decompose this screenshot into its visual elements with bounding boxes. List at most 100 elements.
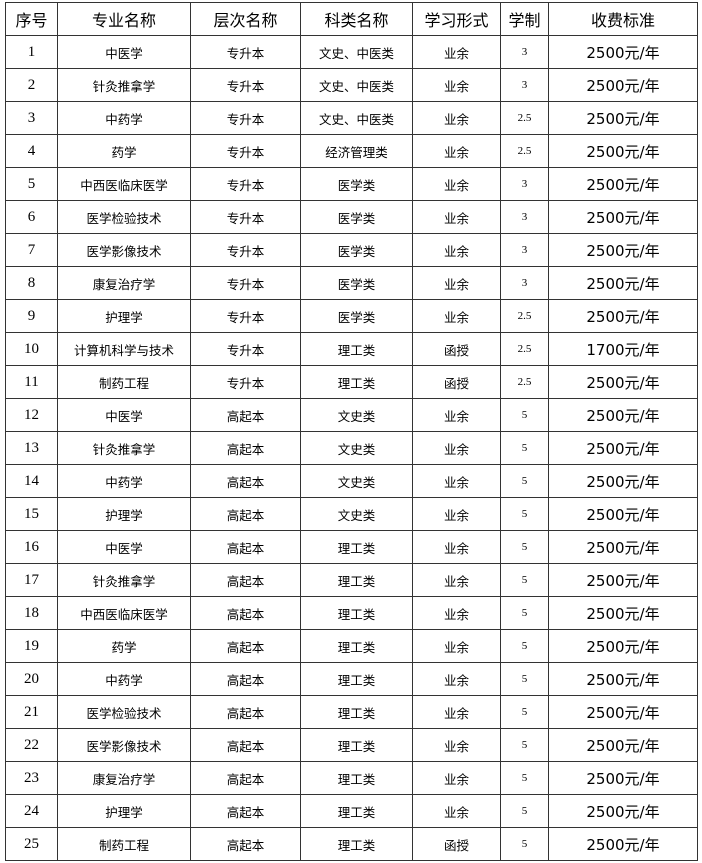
table-row: 11 制药工程 专升本 理工类 函授 2.5 2500元/年 xyxy=(5,365,698,399)
table-cell: 理工类 xyxy=(300,728,413,762)
table-cell: 理工类 xyxy=(300,332,413,366)
table-cell: 2500元/年 xyxy=(548,398,698,432)
table-cell: 5 xyxy=(500,464,549,498)
table-cell: 5 xyxy=(500,398,549,432)
table-cell: 业余 xyxy=(412,563,501,597)
table-row: 23 康复治疗学 高起本 理工类 业余 5 2500元/年 xyxy=(5,761,698,795)
table-cell: 2 xyxy=(5,68,58,102)
table-cell: 专升本 xyxy=(190,101,301,135)
header-cell: 层次名称 xyxy=(190,2,301,36)
table-cell: 中医学 xyxy=(57,530,191,564)
table-cell: 中药学 xyxy=(57,101,191,135)
table-cell: 3 xyxy=(500,167,549,201)
table-cell: 高起本 xyxy=(190,629,301,663)
table-cell: 业余 xyxy=(412,68,501,102)
table-cell: 6 xyxy=(5,200,58,234)
table-cell: 医学影像技术 xyxy=(57,233,191,267)
table-cell: 17 xyxy=(5,563,58,597)
table-cell: 制药工程 xyxy=(57,827,191,861)
table-cell: 5 xyxy=(500,596,549,630)
table-cell: 2.5 xyxy=(500,134,549,168)
table-cell: 专升本 xyxy=(190,233,301,267)
table-cell: 函授 xyxy=(412,332,501,366)
table-cell: 文史类 xyxy=(300,431,413,465)
table-cell: 高起本 xyxy=(190,596,301,630)
table-cell: 业余 xyxy=(412,794,501,828)
table-cell: 3 xyxy=(500,233,549,267)
table-cell: 理工类 xyxy=(300,761,413,795)
table-cell: 2.5 xyxy=(500,299,549,333)
table-row: 12 中医学 高起本 文史类 业余 5 2500元/年 xyxy=(5,398,698,432)
table-cell: 2500元/年 xyxy=(548,827,698,861)
table-cell: 函授 xyxy=(412,365,501,399)
table-cell: 专升本 xyxy=(190,266,301,300)
table-cell: 高起本 xyxy=(190,662,301,696)
table-cell: 1 xyxy=(5,35,58,69)
table-cell: 2500元/年 xyxy=(548,530,698,564)
table-cell: 10 xyxy=(5,332,58,366)
table-cell: 业余 xyxy=(412,662,501,696)
table-cell: 专升本 xyxy=(190,365,301,399)
table-cell: 医学检验技术 xyxy=(57,695,191,729)
table-cell: 3 xyxy=(500,200,549,234)
table-cell: 15 xyxy=(5,497,58,531)
table-cell: 高起本 xyxy=(190,398,301,432)
table-row: 6 医学检验技术 专升本 医学类 业余 3 2500元/年 xyxy=(5,200,698,234)
table-cell: 3 xyxy=(500,35,549,69)
table-cell: 业余 xyxy=(412,431,501,465)
table-row: 2 针灸推拿学 专升本 文史、中医类 业余 3 2500元/年 xyxy=(5,68,698,102)
table-cell: 2500元/年 xyxy=(548,266,698,300)
table-cell: 业余 xyxy=(412,728,501,762)
table-cell: 高起本 xyxy=(190,794,301,828)
table-cell: 理工类 xyxy=(300,695,413,729)
table-cell: 4 xyxy=(5,134,58,168)
table-cell: 业余 xyxy=(412,497,501,531)
table-cell: 专升本 xyxy=(190,68,301,102)
table-cell: 护理学 xyxy=(57,794,191,828)
table-cell: 理工类 xyxy=(300,365,413,399)
table-cell: 业余 xyxy=(412,530,501,564)
table-cell: 中药学 xyxy=(57,662,191,696)
table-cell: 医学检验技术 xyxy=(57,200,191,234)
table-cell: 2500元/年 xyxy=(548,761,698,795)
table-body: 1 中医学 专升本 文史、中医类 业余 3 2500元/年 2 针灸推拿学 专升本 文史、中医类 业余… xyxy=(5,35,698,861)
table-cell: 2500元/年 xyxy=(548,662,698,696)
table-cell: 理工类 xyxy=(300,629,413,663)
table-cell: 2500元/年 xyxy=(548,68,698,102)
table-cell: 2500元/年 xyxy=(548,596,698,630)
table-cell: 5 xyxy=(500,728,549,762)
table-cell: 高起本 xyxy=(190,728,301,762)
table-cell: 20 xyxy=(5,662,58,696)
table-cell: 5 xyxy=(500,695,549,729)
table-cell: 函授 xyxy=(412,827,501,861)
table-cell: 专升本 xyxy=(190,134,301,168)
table-cell: 13 xyxy=(5,431,58,465)
table-row: 9 护理学 专升本 医学类 业余 2.5 2500元/年 xyxy=(5,299,698,333)
table-cell: 2500元/年 xyxy=(548,101,698,135)
header-cell: 学制 xyxy=(500,2,549,36)
table-cell: 21 xyxy=(5,695,58,729)
table-cell: 业余 xyxy=(412,761,501,795)
table-cell: 中医学 xyxy=(57,398,191,432)
header-cell: 专业名称 xyxy=(57,2,191,36)
table-cell: 理工类 xyxy=(300,530,413,564)
table-cell: 2500元/年 xyxy=(548,563,698,597)
table-row: 1 中医学 专升本 文史、中医类 业余 3 2500元/年 xyxy=(5,35,698,69)
table-cell: 2500元/年 xyxy=(548,629,698,663)
table-row: 13 针灸推拿学 高起本 文史类 业余 5 2500元/年 xyxy=(5,431,698,465)
table-cell: 5 xyxy=(500,629,549,663)
table-cell: 经济管理类 xyxy=(300,134,413,168)
header-row: 序号 专业名称 层次名称 科类名称 学习形式 学制 收费标准 xyxy=(5,2,698,36)
table-cell: 医学类 xyxy=(300,167,413,201)
table-cell: 专升本 xyxy=(190,299,301,333)
table-cell: 高起本 xyxy=(190,431,301,465)
table-cell: 高起本 xyxy=(190,761,301,795)
table-cell: 7 xyxy=(5,233,58,267)
table-cell: 业余 xyxy=(412,134,501,168)
table-cell: 2500元/年 xyxy=(548,695,698,729)
table-cell: 16 xyxy=(5,530,58,564)
table-cell: 18 xyxy=(5,596,58,630)
table-cell: 2500元/年 xyxy=(548,233,698,267)
table-cell: 高起本 xyxy=(190,827,301,861)
table-row: 17 针灸推拿学 高起本 理工类 业余 5 2500元/年 xyxy=(5,563,698,597)
